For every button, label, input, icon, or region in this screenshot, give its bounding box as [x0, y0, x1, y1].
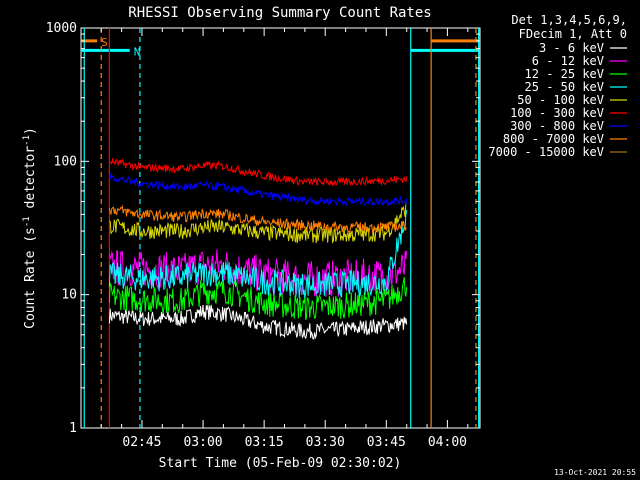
- x-axis-label: Start Time (05-Feb-09 02:30:02): [159, 456, 402, 471]
- y-tick-label: 1: [69, 421, 77, 436]
- y-axis-label: Count Rate (s-1 detector-1): [22, 127, 38, 329]
- series-line: [109, 158, 408, 188]
- y-label-exponent-1: -1: [22, 216, 32, 227]
- legend-entry-label: 25 - 50 keV: [525, 80, 604, 94]
- chart-title: RHESSI Observing Summary Count Rates: [128, 5, 431, 21]
- plot-area-frame: [80, 27, 481, 429]
- x-tick-label: 03:15: [245, 435, 284, 450]
- legend-entry-label: 800 - 7000 keV: [503, 132, 604, 146]
- legend-header-line-1: Det 1,3,4,5,6,9,: [511, 13, 627, 27]
- legend-entry-label: 3 - 6 keV: [539, 41, 604, 55]
- x-tick-label: 02:45: [122, 435, 161, 450]
- y-label-exponent-2: -1: [22, 135, 32, 146]
- y-label-main: Count Rate (s: [23, 227, 38, 329]
- x-axis: 02:45 03:00 03:15 03:30 03:45 04:00: [100, 28, 469, 450]
- x-tick-label: 03:45: [367, 435, 406, 450]
- series-line: [109, 202, 407, 244]
- event-line-layer: [83, 28, 480, 428]
- series-line: [108, 277, 408, 321]
- x-tick-label: 03:30: [306, 435, 345, 450]
- legend-entry-label: 100 - 300 keV: [510, 106, 604, 120]
- series-line: [108, 304, 408, 340]
- marker-label: N: [134, 45, 141, 58]
- y-axis: 1 10 100 1000: [46, 21, 480, 436]
- x-tick-label: 03:00: [183, 435, 222, 450]
- legend-entry-label: 12 - 25 keV: [525, 67, 604, 81]
- x-tick-label: 04:00: [428, 435, 467, 450]
- series-line: [108, 204, 407, 234]
- y-tick-label: 1000: [46, 21, 77, 36]
- footer-timestamp: 13-Oct-2021 20:55: [554, 468, 636, 477]
- legend-header-line-2: FDecim 1, Att 0: [519, 27, 627, 41]
- legend-entry-label: 50 - 100 keV: [517, 93, 604, 107]
- series-line: [108, 172, 408, 207]
- legend-entry-label: 7000 - 15000 keV: [488, 145, 604, 159]
- y-tick-label: 100: [54, 154, 77, 169]
- marker-label: S: [101, 36, 108, 49]
- y-tick-label: 10: [61, 288, 77, 303]
- y-label-middle: detector: [23, 146, 38, 217]
- series-line: [108, 209, 408, 298]
- series-layer: [108, 158, 408, 340]
- legend-entry-label: 300 - 800 keV: [510, 119, 604, 133]
- y-label-end: ): [23, 127, 38, 135]
- legend: Det 1,3,4,5,6,9, FDecim 1, Att 0 3 - 6 k…: [488, 13, 627, 159]
- legend-entry-label: 6 - 12 keV: [532, 54, 604, 68]
